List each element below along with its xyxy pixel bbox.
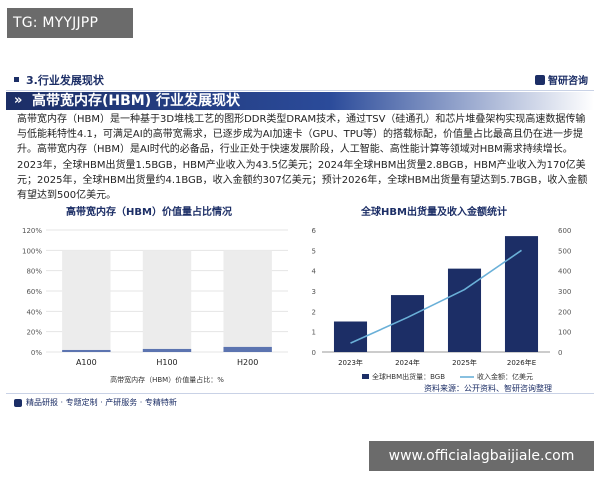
y-right-tick-label: 0 — [558, 349, 562, 357]
y-left-tick-label: 4 — [312, 268, 317, 276]
shipment-revenue-chart: 0 1 2 3 4 5 6 0 100 200 300 400 500 600 2023年 2024年 2025… — [312, 227, 572, 381]
footer-text: 精品研报 · 专题定制 · 产研服务 · 专精特新 — [26, 398, 177, 407]
y-tick-label: 60% — [26, 288, 42, 296]
x-tick-label: 2026年E — [507, 358, 536, 367]
section-header: 3.行业发展现状 智研咨询 — [6, 70, 594, 91]
y-tick-label: 20% — [26, 329, 42, 337]
y-right-tick-label: 600 — [558, 227, 571, 235]
bar-shipment — [333, 321, 368, 352]
footer: 精品研报 · 专题定制 · 产研服务 · 专精特新 — [14, 397, 177, 408]
chart-title-value-share: 高带宽内存（HBM）价值量占比情况 — [66, 207, 232, 218]
bar-hbm-share — [142, 348, 192, 352]
legend-swatch-shipment — [362, 374, 369, 379]
bar-hbm-share — [223, 346, 272, 352]
y-tick-label: 100% — [22, 247, 42, 255]
y-tick-label: 120% — [22, 227, 42, 235]
x-tick-label: A100 — [76, 358, 97, 367]
y-left-tick-label: 1 — [312, 329, 316, 337]
y-left-tick-label: 2 — [312, 308, 316, 316]
y-left-tick-label: 6 — [312, 227, 317, 235]
bar-hbm-share — [62, 349, 111, 352]
top-watermark-tag: TG: MYYJJPP — [7, 8, 133, 38]
y-left-tick-label: 3 — [312, 288, 316, 296]
x-tick-label: H100 — [156, 358, 177, 367]
source-note: 资料来源：公开资料、智研咨询整理 — [424, 384, 552, 393]
footer-divider — [6, 393, 594, 394]
bar-remainder — [223, 250, 272, 347]
y-left-tick-label: 5 — [312, 247, 316, 255]
section-title: 3.行业发展现状 — [26, 74, 104, 87]
bar-shipment — [390, 295, 425, 352]
y-right-tick-label: 300 — [558, 288, 571, 296]
brand-name: 智研咨询 — [548, 76, 588, 87]
bar-remainder — [142, 250, 192, 349]
title-banner: » 高带宽内存(HBM) 行业发展现状 — [6, 92, 594, 110]
y-left-tick-label: 0 — [312, 349, 316, 357]
legend-label: 高带宽内存（HBM）价值量占比：% — [110, 375, 224, 384]
x-tick-label: 2024年 — [395, 358, 420, 367]
x-tick-label: 2025年 — [452, 358, 477, 367]
y-right-tick-label: 200 — [558, 308, 571, 316]
value-share-chart: 0% 20% 40% 60% 80% 100% 120% A100 H100 H200 高带宽内存（… — [22, 227, 288, 384]
y-right-tick-label: 100 — [558, 329, 571, 337]
chevron-right-icon: » — [14, 93, 23, 108]
y-tick-label: 40% — [26, 308, 42, 316]
bar-shipment — [504, 236, 539, 352]
y-tick-label: 0% — [31, 349, 42, 357]
bottom-watermark-tag: www.officialagbaijiale.com — [369, 441, 594, 471]
page-title: 高带宽内存(HBM) 行业发展现状 — [32, 93, 240, 109]
brand-logo-icon — [535, 74, 545, 85]
bar-remainder — [62, 250, 111, 350]
section-bullet-icon — [14, 77, 19, 82]
footer-logo-icon — [14, 398, 22, 407]
x-tick-label: H200 — [237, 358, 258, 367]
intro-paragraph: 高带宽内存（HBM）是一种基于3D堆栈工艺的图形DDR类型DRAM技术，通过TS… — [17, 114, 588, 202]
legend-label-shipment: 全球HBM出货量：BGB — [372, 372, 445, 381]
brand: 智研咨询 — [535, 72, 588, 87]
y-right-tick-label: 500 — [558, 247, 571, 255]
y-right-tick-label: 400 — [558, 268, 571, 276]
legend-label-revenue: 收入金额：亿美元 — [477, 372, 533, 381]
y-tick-label: 80% — [26, 268, 42, 276]
chart-title-shipment-revenue: 全球HBM出货量及收入金额统计 — [361, 207, 507, 218]
x-tick-label: 2023年 — [338, 358, 363, 367]
revenue-line — [350, 249, 522, 344]
